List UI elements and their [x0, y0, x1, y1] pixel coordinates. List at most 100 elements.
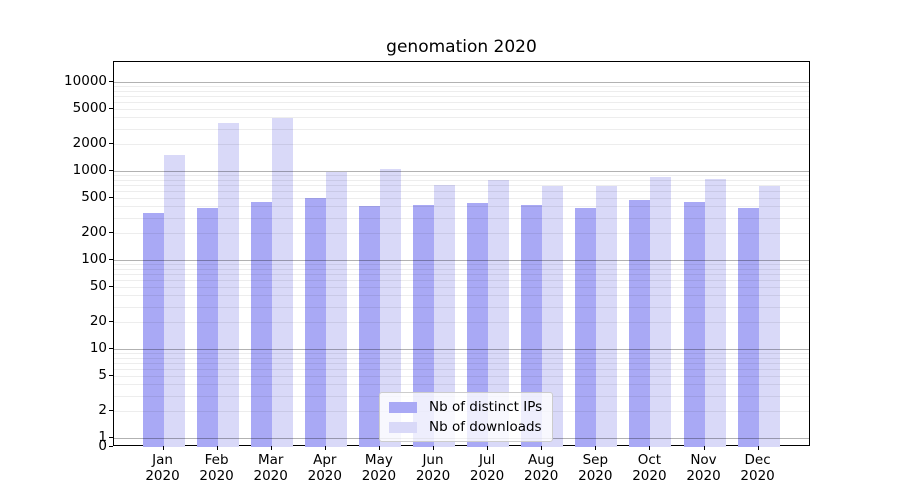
x-tick-label-sep-2020: Sep 2020: [578, 452, 613, 484]
x-tick-label-aug-2020: Aug 2020: [524, 452, 559, 484]
y-tick-label: 0: [98, 438, 107, 454]
y-tick-label: 1: [98, 429, 107, 445]
gridline-minor: [114, 306, 809, 308]
y-tick-mark: [109, 446, 113, 447]
gridline-minor: [114, 384, 809, 386]
bar-nb-of-downloads-aug-2020: [542, 186, 564, 447]
bar-nb-of-downloads-jul-2020: [488, 180, 510, 447]
y-tick-mark: [109, 410, 113, 412]
bar-nb-of-distinct-ips-mar-2020: [250, 201, 272, 447]
bar-nb-of-distinct-ips-sep-2020: [575, 208, 597, 447]
bar-nb-of-distinct-ips-dec-2020: [737, 208, 759, 447]
x-tick-mark: [487, 446, 489, 450]
y-tick-label: 200: [81, 224, 107, 241]
bar-nb-of-distinct-ips-jan-2020: [142, 212, 164, 447]
x-tick-label-jan-2020: Jan 2020: [145, 452, 180, 484]
y-tick-label: 1000: [72, 162, 107, 178]
plot-area: Nb of distinct IPs Nb of downloads: [113, 61, 810, 447]
gridline-minor: [114, 95, 809, 97]
y-tick-mark: [109, 232, 113, 234]
x-tick-label-jul-2020: Jul 2020: [469, 452, 505, 484]
x-tick-label-apr-2020: Apr 2020: [307, 452, 342, 484]
gridline-minor: [114, 108, 809, 110]
legend-swatch-nb-of-downloads: [389, 421, 417, 433]
bar-nb-of-downloads-may-2020: [379, 169, 401, 447]
bar-nb-of-distinct-ips-may-2020: [358, 206, 380, 447]
gridline-major: [114, 82, 809, 83]
y-tick-label: 10: [89, 340, 107, 356]
x-tick-mark: [595, 446, 597, 450]
gridline-minor: [114, 90, 809, 92]
legend-label: Nb of downloads: [429, 419, 542, 435]
gridline-major: [114, 260, 809, 261]
gridline-minor: [114, 368, 809, 370]
gridline-minor: [114, 128, 809, 130]
y-tick-label: 500: [81, 188, 107, 205]
bar-nb-of-downloads-mar-2020: [271, 118, 293, 447]
x-tick-mark: [162, 446, 164, 450]
y-tick-mark: [109, 437, 113, 438]
y-tick-label: 2: [98, 402, 107, 419]
gridline-minor: [114, 353, 809, 355]
bar-nb-of-distinct-ips-aug-2020: [521, 205, 543, 447]
bar-nb-of-distinct-ips-jun-2020: [413, 204, 434, 447]
x-tick-label-dec-2020: Dec 2020: [740, 452, 775, 484]
bar-nb-of-downloads-nov-2020: [704, 179, 726, 447]
bar-nb-of-downloads-dec-2020: [758, 185, 780, 447]
x-tick-mark: [378, 446, 380, 450]
y-tick-label: 5000: [72, 99, 107, 116]
bar-nb-of-distinct-ips-nov-2020: [683, 201, 705, 447]
gridline-minor: [114, 268, 809, 270]
x-tick-mark: [216, 446, 218, 450]
bar-nb-of-distinct-ips-apr-2020: [304, 197, 326, 447]
y-tick-mark: [109, 196, 113, 198]
gridline-minor: [114, 101, 809, 103]
bar-nb-of-downloads-feb-2020: [217, 122, 239, 447]
gridline-minor: [114, 295, 809, 297]
x-tick-mark: [324, 446, 326, 450]
x-tick-label-feb-2020: Feb 2020: [199, 452, 234, 484]
y-tick-mark: [109, 285, 113, 287]
x-tick-label-nov-2020: Nov 2020: [686, 452, 721, 484]
legend-row-nb-of-distinct-ips: Nb of distinct IPs: [389, 399, 542, 415]
x-tick-label-oct-2020: Oct 2020: [632, 452, 667, 484]
y-tick-mark: [109, 143, 113, 145]
gridline-minor: [114, 179, 809, 181]
gridline-minor: [114, 117, 809, 119]
y-tick-label: 10000: [64, 73, 107, 89]
y-tick-label: 2000: [72, 135, 107, 152]
chart-title: genomation 2020: [386, 37, 537, 57]
bar-nb-of-downloads-apr-2020: [325, 171, 347, 447]
y-tick-mark: [109, 107, 113, 109]
bar-nb-of-distinct-ips-oct-2020: [629, 200, 651, 447]
legend-label: Nb of distinct IPs: [429, 399, 543, 415]
gridline-major: [114, 171, 809, 172]
bar-nb-of-downloads-oct-2020: [650, 176, 672, 447]
bar-nb-of-downloads-jan-2020: [163, 155, 185, 447]
gridline-minor: [114, 233, 809, 235]
x-tick-label-may-2020: May 2020: [361, 452, 397, 484]
gridline-minor: [114, 175, 809, 177]
x-tick-label-mar-2020: Mar 2020: [253, 452, 288, 484]
gridline-minor: [114, 357, 809, 359]
gridline-minor: [114, 197, 809, 199]
bar-nb-of-distinct-ips-feb-2020: [196, 208, 218, 447]
gridline-minor: [114, 264, 809, 266]
y-tick-label: 100: [81, 251, 107, 267]
gridline-minor: [114, 86, 809, 88]
gridline-minor: [114, 273, 809, 275]
bar-nb-of-downloads-sep-2020: [596, 186, 618, 447]
y-tick-mark: [109, 81, 113, 82]
x-tick-mark: [541, 446, 543, 450]
y-tick-mark: [109, 170, 113, 171]
x-tick-mark: [649, 446, 651, 450]
y-tick-mark: [109, 259, 113, 260]
gridline-minor: [114, 322, 809, 324]
y-tick-label: 50: [89, 277, 107, 294]
y-tick-mark: [109, 348, 113, 349]
legend: Nb of distinct IPs Nb of downloads: [379, 392, 554, 442]
legend-row-nb-of-downloads: Nb of downloads: [389, 419, 542, 435]
gridline-minor: [114, 190, 809, 192]
gridline-major: [114, 349, 809, 350]
